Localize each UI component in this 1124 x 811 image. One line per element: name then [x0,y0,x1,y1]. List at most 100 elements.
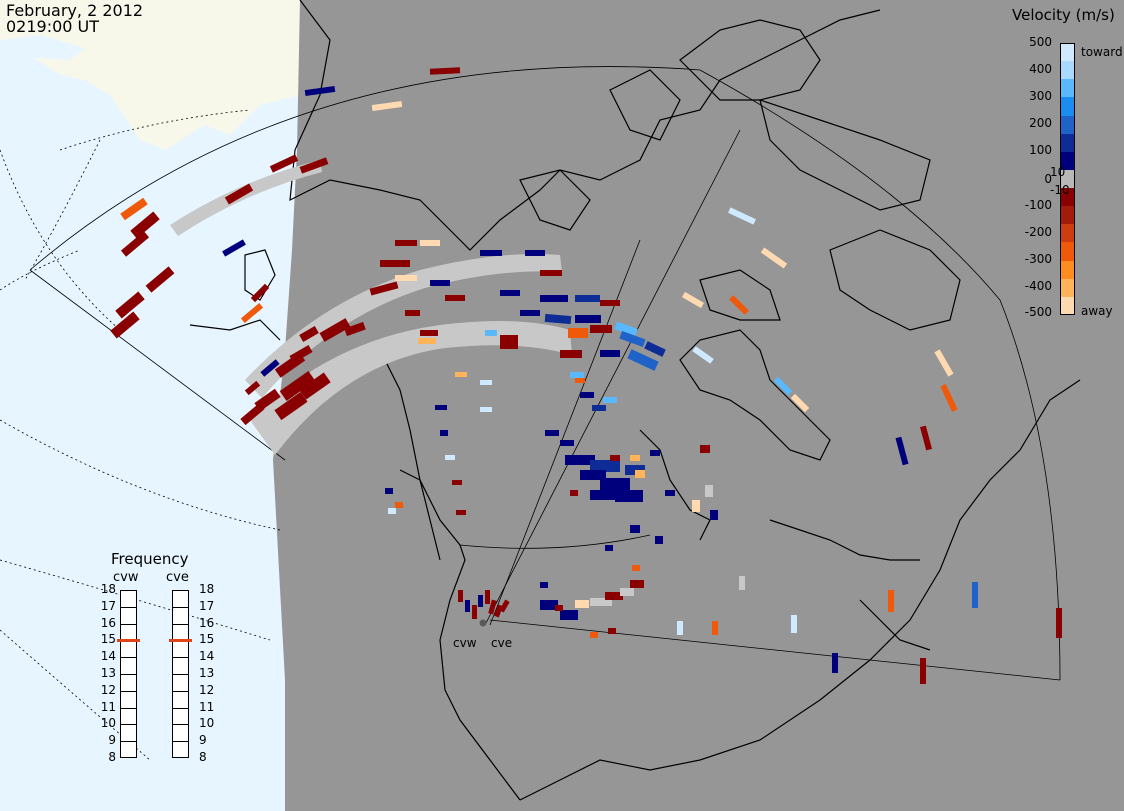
scatter-cell [590,490,616,500]
scatter-cell [710,510,718,520]
scatter-cell [344,321,366,337]
scatter-cell [222,239,246,257]
scatter-cell [500,335,518,349]
frequency-scale-label: 12 [199,682,215,697]
scatter-cell [605,592,623,600]
frequency-scale-label: 14 [199,649,215,664]
scatter-cell [940,384,958,412]
colorbar-tick-label: -200 [1024,225,1052,239]
radar-site-marker [479,619,487,627]
frequency-gridline [120,657,137,659]
freq-label-cve: cve [166,570,189,585]
scatter-cell [395,275,417,281]
scatter-cell [560,440,574,446]
scatter-cell [575,600,589,608]
scatter-cell [440,430,448,436]
scatter-cell [568,328,588,338]
scatter-cell [485,590,490,604]
frequency-gridline [172,606,189,608]
colorbar-tick-label: 10 [1050,165,1066,179]
frequency-scale-label: 9 [199,733,207,748]
colorbar-toward-label: toward [1081,45,1123,59]
colorbar-segment [1060,169,1075,189]
land-day-region [0,0,300,150]
frequency-gridline [120,623,137,625]
fov-boundary [29,66,1061,681]
frequency-scale-label: 13 [199,666,215,680]
colorbar-segment [1060,278,1075,298]
scatter-cell [115,291,145,319]
date-label: February, 2 2012 [6,1,144,20]
scatter-cell [650,450,660,456]
scatter-cell [299,157,329,174]
frequency-scale-label: 16 [199,615,215,630]
scatter-cell [369,281,399,296]
frequency-gridline [172,657,189,659]
scatter-cell [665,490,675,496]
scatter-cell [773,376,793,396]
colorbar-tick-label: -300 [1024,252,1052,266]
scatter-cell [614,321,638,337]
scatter-cell [480,250,502,256]
scatter-cell [565,455,595,465]
scatter-cell [488,599,497,615]
scatter-cell [600,300,620,306]
scatter-cell [760,247,788,269]
scatter-cell [388,508,396,514]
frequency-gridline [120,724,137,726]
scatter-cell [540,600,558,610]
colorbar-segment [1060,188,1075,207]
scatter-cell [480,407,492,412]
frequency-scale-label: 15 [199,632,215,647]
colorbar-segment [1060,151,1075,171]
frequency-scale-label: 18 [100,582,116,596]
frequency-scale-label: 15 [100,632,116,647]
colorbar-tick-label: 0 [1044,172,1052,186]
colorbar-tick-label: 400 [1029,62,1052,76]
frequency-scale-label: 11 [100,699,116,714]
time-label: 0219:00 UT [6,17,100,36]
scatter-cell [600,350,620,357]
colorbar-segment [1060,115,1075,135]
scatter-cell [430,280,450,286]
scatter-cell [420,240,440,246]
colorbar-segment [1060,79,1075,98]
colorbar-tick-label: -500 [1024,305,1052,319]
scatter-cell [590,632,598,638]
scatter-cell [635,470,645,478]
frequency-gridline [120,741,137,743]
scatter-cell [934,349,954,377]
scatter-cell [540,582,548,588]
colorbar-segment [1060,133,1075,153]
frequency-gridline [120,606,137,608]
scatter-cell [130,211,160,239]
colorbar-tick-label: 300 [1029,89,1052,103]
scatter-cell [632,565,640,571]
colorbar-tick-label: 200 [1029,116,1052,130]
scatter-cell [832,653,838,673]
scatter-cell [540,295,568,302]
colorbar-tick-label: 100 [1029,143,1052,157]
scatter-cell [615,490,643,502]
frequency-gridline [172,623,189,625]
scatter-cell [791,615,797,633]
scatter-cell [580,470,606,480]
scatter-cell [575,315,601,323]
scatter-cell [478,595,483,607]
frequency-scale-label: 17 [100,598,116,613]
scatter-cell [445,295,465,301]
scatter-cell [920,658,926,684]
scatter-cell [452,480,462,485]
colorbar-segment [1060,260,1075,280]
frequency-scale-label: 10 [100,716,116,731]
scatter-cell [605,545,613,551]
freq-label-cvw: cvw [113,570,139,585]
colorbar-segment [1060,43,1075,62]
frequency-scale-label: 8 [199,750,207,764]
scatter-cell [570,490,578,496]
colorbar-segment [1060,97,1075,117]
scatter-cell [485,330,497,336]
scatter-cell [555,605,563,611]
scatter-cell [544,313,572,325]
